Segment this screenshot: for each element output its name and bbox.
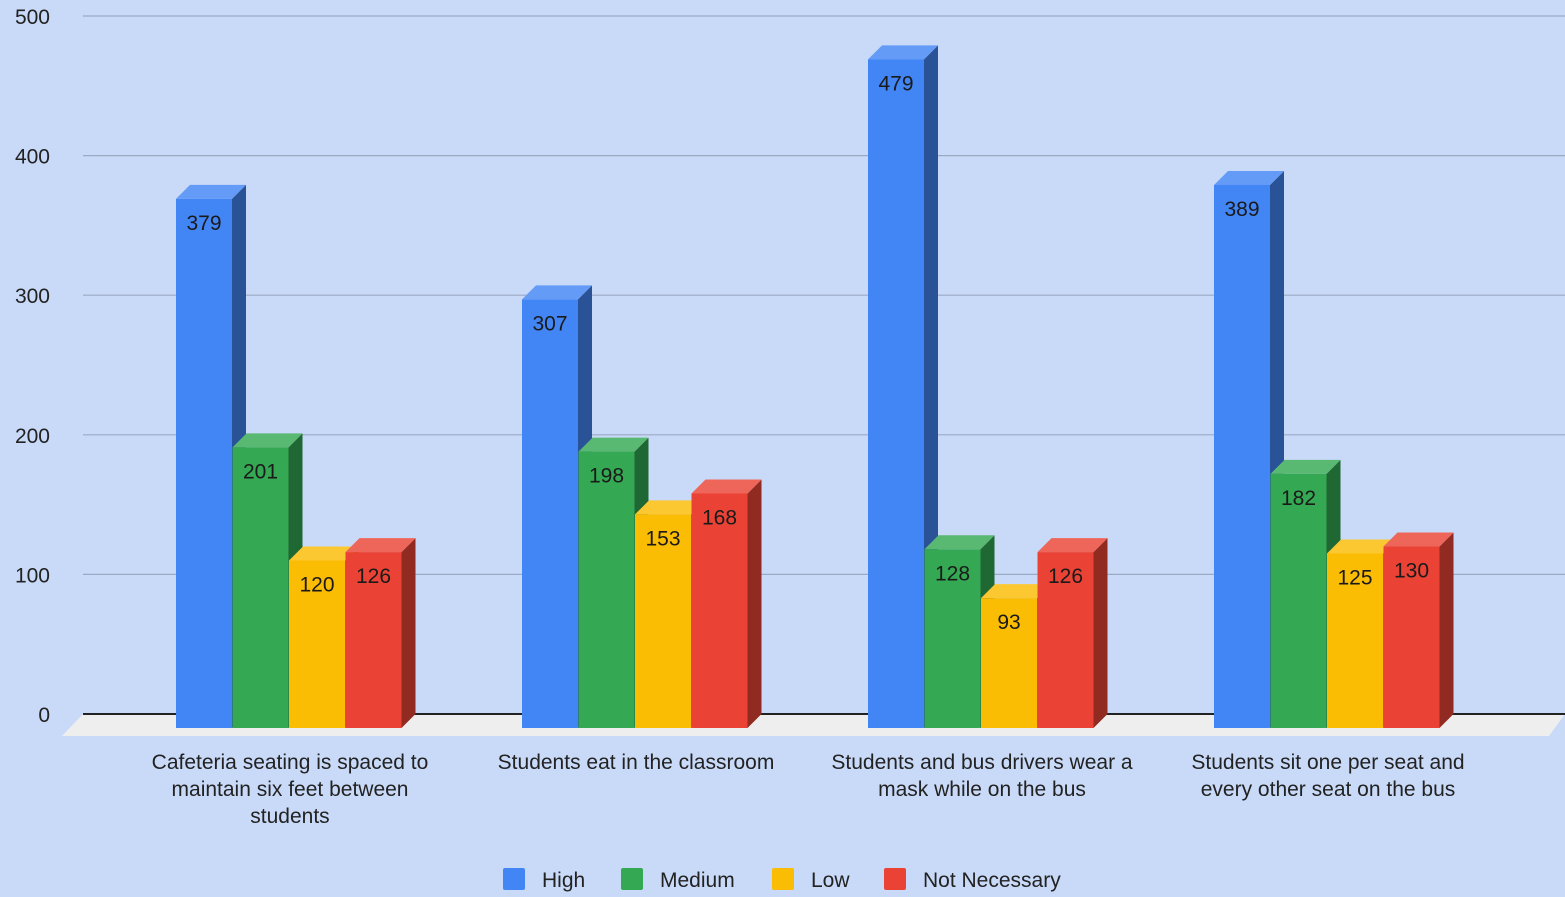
y-tick-label: 0	[38, 704, 50, 727]
bar-low[interactable]	[1327, 553, 1383, 729]
data-label: 93	[997, 611, 1020, 634]
data-label: 126	[1048, 565, 1083, 588]
bar-top-not-necessary	[1383, 532, 1454, 547]
bar-top-high	[1214, 170, 1284, 185]
x-category-label: every other seat on the bus	[1201, 778, 1456, 801]
bar-top-low	[981, 584, 1051, 599]
data-label: 126	[356, 565, 391, 588]
bar-high[interactable]	[176, 198, 232, 728]
x-category-label: Students eat in the classroom	[498, 751, 775, 774]
bar-high[interactable]	[1214, 184, 1270, 728]
x-category-label: Students sit one per seat and	[1191, 751, 1464, 774]
bar-not-necessary[interactable]	[1383, 546, 1440, 728]
bar-low[interactable]	[289, 560, 345, 728]
bar-medium[interactable]	[232, 447, 289, 728]
legend-swatch-low	[772, 868, 794, 890]
bar-side-not-necessary	[747, 479, 762, 728]
bar-top-medium	[232, 433, 303, 448]
legend-label: Low	[811, 869, 850, 892]
bar-top-medium	[1270, 459, 1341, 474]
x-category-label: maintain six feet between	[172, 778, 409, 801]
bar-high[interactable]	[868, 59, 924, 729]
data-label: 182	[1281, 487, 1316, 510]
legend-swatch-not-necessary	[884, 868, 906, 890]
bar-top-high	[522, 285, 592, 300]
x-category-label: students	[250, 805, 329, 828]
legend-swatch-high	[503, 868, 525, 890]
data-label: 125	[1337, 567, 1372, 590]
bar-high[interactable]	[522, 299, 578, 728]
y-tick-label: 200	[15, 425, 50, 448]
legend-label: Medium	[660, 869, 735, 892]
bar-side-not-necessary	[1439, 532, 1454, 728]
bar-low[interactable]	[981, 598, 1037, 728]
legend-swatch-medium	[621, 868, 643, 890]
data-label: 168	[702, 506, 737, 529]
bar-top-not-necessary	[691, 479, 762, 494]
bar-top-low	[289, 546, 359, 561]
x-category-label: Students and bus drivers wear a	[831, 751, 1132, 774]
x-category-label: mask while on the bus	[878, 778, 1086, 801]
data-label: 379	[186, 212, 221, 235]
data-label: 307	[532, 312, 567, 335]
bar-medium[interactable]	[924, 549, 981, 728]
legend-label: High	[542, 869, 585, 892]
y-tick-label: 500	[15, 6, 50, 29]
legend-label: Not Necessary	[923, 869, 1061, 892]
bar-not-necessary[interactable]	[345, 552, 402, 728]
bar-side-not-necessary	[401, 538, 416, 728]
bar-not-necessary[interactable]	[691, 493, 748, 728]
bar-top-medium	[924, 535, 995, 550]
y-tick-label: 100	[15, 564, 50, 587]
data-label: 479	[878, 72, 913, 95]
data-label: 120	[299, 573, 334, 596]
data-label: 153	[645, 527, 680, 550]
bar-top-not-necessary	[345, 538, 416, 553]
bar-side-not-necessary	[1093, 538, 1108, 728]
bar-top-high	[176, 184, 246, 199]
bar-not-necessary[interactable]	[1037, 552, 1094, 728]
data-label: 201	[243, 460, 278, 483]
bar-top-not-necessary	[1037, 538, 1108, 553]
data-label: 198	[589, 465, 624, 488]
data-label: 130	[1394, 560, 1429, 583]
x-category-label: Cafeteria seating is spaced to	[152, 751, 429, 774]
bar-top-low	[1327, 539, 1397, 554]
bar-top-medium	[578, 437, 649, 452]
data-label: 389	[1224, 198, 1259, 221]
y-tick-label: 400	[15, 146, 50, 169]
bar-top-high	[868, 45, 938, 60]
y-tick-label: 300	[15, 285, 50, 308]
bar-low[interactable]	[635, 514, 691, 728]
bar-top-low	[635, 500, 705, 515]
bar-medium[interactable]	[578, 451, 635, 728]
bar-medium[interactable]	[1270, 473, 1327, 728]
data-label: 128	[935, 562, 970, 585]
chart-floor	[62, 714, 1565, 736]
